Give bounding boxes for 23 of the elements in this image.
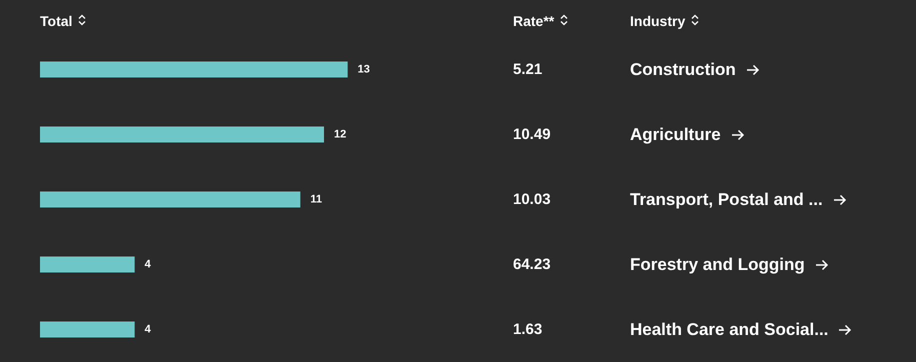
- data-label: 4: [144, 324, 152, 336]
- x-axis-title: Total: [40, 13, 72, 29]
- text: Rate**: [513, 13, 555, 29]
- bar: [40, 62, 348, 78]
- text: 10.03: [513, 191, 551, 208]
- text: 64.23: [513, 256, 551, 273]
- y-tick-label: Health Care and Social...: [630, 320, 828, 339]
- text: 5.21: [513, 61, 542, 78]
- y-tick-label: Agriculture: [630, 125, 721, 144]
- bar: [40, 126, 324, 142]
- bar: [40, 192, 300, 208]
- y-tick-label: Forestry and Logging: [630, 255, 805, 274]
- text: 1.63: [513, 321, 542, 338]
- bar: [40, 322, 135, 338]
- y-tick-label: Construction: [630, 60, 736, 79]
- y-axis-title: Industry: [630, 13, 686, 29]
- data-label: 13: [358, 64, 370, 76]
- text: 10.49: [513, 126, 551, 143]
- bar: [40, 256, 135, 272]
- data-label: 4: [144, 258, 152, 270]
- data-label: 11: [310, 194, 322, 206]
- y-tick-label: Transport, Postal and ...: [630, 190, 823, 209]
- data-label: 12: [334, 128, 346, 140]
